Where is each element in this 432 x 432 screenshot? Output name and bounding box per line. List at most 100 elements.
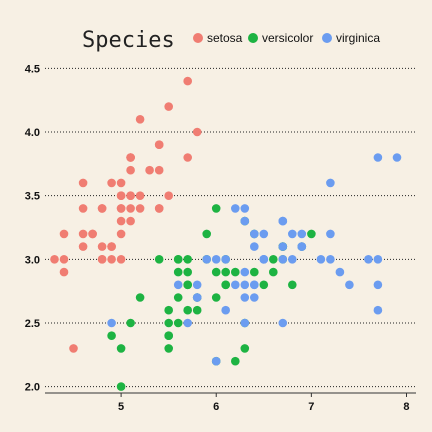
point-virginica (335, 267, 345, 277)
legend-marker-setosa (193, 33, 203, 43)
point-setosa (145, 165, 154, 175)
point-virginica (297, 242, 307, 251)
point-versicolor (202, 229, 211, 239)
point-virginica (231, 280, 240, 290)
point-setosa (116, 178, 126, 188)
legend-label-virginica: virginica (336, 31, 380, 45)
legend-label-setosa: setosa (207, 31, 243, 45)
point-virginica (278, 242, 288, 251)
point-virginica (250, 293, 259, 302)
point-virginica (211, 254, 221, 264)
legend: Species setosa versicolor virginica (82, 28, 380, 53)
point-versicolor (116, 382, 126, 391)
point-setosa (126, 153, 135, 162)
point-setosa (154, 165, 164, 175)
point-setosa (107, 254, 116, 264)
point-versicolor (288, 280, 297, 290)
point-versicolor (173, 254, 183, 264)
point-setosa (135, 191, 145, 200)
point-setosa (59, 267, 69, 277)
point-versicolor (183, 254, 192, 264)
point-virginica (373, 153, 383, 162)
point-virginica (278, 318, 288, 328)
point-virginica (240, 293, 250, 302)
point-virginica (192, 280, 202, 290)
point-versicolor (173, 267, 183, 277)
x-tick-label: 5 (118, 401, 124, 413)
point-virginica (221, 254, 230, 264)
point-virginica (240, 267, 250, 277)
point-setosa (183, 76, 192, 86)
legend-marker-versicolor (248, 33, 258, 43)
point-versicolor (154, 254, 164, 264)
legend-label-versicolor: versicolor (262, 31, 313, 45)
point-setosa (69, 344, 78, 353)
point-virginica (240, 280, 250, 290)
data-points (50, 76, 402, 391)
point-setosa (135, 204, 145, 213)
point-virginica (231, 204, 240, 213)
point-virginica (364, 254, 373, 264)
point-versicolor (231, 267, 240, 277)
point-virginica (278, 254, 288, 264)
point-virginica (192, 293, 202, 302)
point-virginica (202, 254, 211, 264)
point-setosa (116, 204, 126, 213)
point-versicolor (259, 280, 269, 290)
point-versicolor (126, 318, 135, 328)
point-virginica (173, 280, 183, 290)
point-virginica (183, 318, 192, 328)
y-tick-label: 2.5 (25, 318, 40, 330)
point-virginica (259, 254, 269, 264)
point-setosa (59, 254, 69, 264)
point-setosa (126, 191, 135, 200)
point-virginica (373, 254, 383, 264)
y-tick-label: 3.5 (25, 191, 40, 203)
y-tick-label: 3.0 (25, 254, 40, 266)
y-tick-label: 2.0 (25, 382, 40, 394)
point-setosa (116, 254, 126, 264)
point-virginica (221, 305, 230, 315)
point-setosa (97, 242, 107, 251)
point-virginica (345, 280, 354, 290)
point-versicolor (240, 344, 250, 353)
point-virginica (373, 280, 383, 290)
point-versicolor (211, 204, 221, 213)
point-virginica (259, 229, 269, 239)
point-versicolor (135, 293, 145, 302)
point-setosa (126, 216, 135, 226)
point-virginica (392, 153, 402, 162)
point-virginica (326, 229, 335, 239)
point-virginica (326, 178, 335, 188)
point-setosa (183, 153, 192, 162)
point-setosa (116, 229, 126, 239)
point-setosa (97, 204, 107, 213)
point-setosa (107, 242, 116, 251)
point-setosa (107, 178, 116, 188)
point-setosa (97, 254, 107, 264)
point-setosa (78, 178, 88, 188)
point-versicolor (164, 318, 173, 328)
y-axis-ticks: 2.0 2.5 3.0 3.5 4.0 4.5 (25, 63, 40, 393)
point-setosa (59, 229, 69, 239)
point-setosa (164, 191, 173, 200)
point-setosa (154, 204, 164, 213)
point-virginica (250, 229, 259, 239)
point-versicolor (183, 280, 192, 290)
legend-marker-virginica (322, 33, 332, 43)
point-setosa (116, 216, 126, 226)
point-versicolor (107, 331, 116, 341)
point-versicolor (192, 305, 202, 315)
point-virginica (240, 204, 250, 213)
point-virginica (373, 305, 383, 315)
point-versicolor (183, 267, 192, 277)
point-virginica (316, 254, 326, 264)
point-versicolor (269, 254, 278, 264)
y-tick-label: 4.5 (25, 63, 40, 75)
point-versicolor (231, 356, 240, 366)
point-versicolor (116, 344, 126, 353)
point-virginica (288, 254, 297, 264)
point-versicolor (164, 305, 173, 315)
point-versicolor (250, 267, 259, 277)
